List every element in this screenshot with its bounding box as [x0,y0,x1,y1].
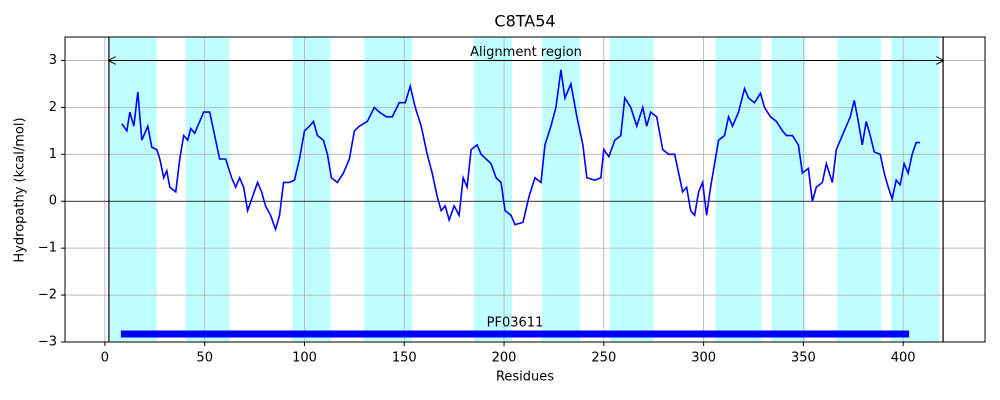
tm-region [609,37,654,342]
tm-region [541,37,580,342]
x-tick-label: 350 [791,351,816,366]
chart-title: C8TA54 [494,12,555,31]
tm-region [837,37,882,342]
x-tick-label: 50 [196,351,213,366]
x-tick-label: 300 [691,351,716,366]
tm-region [109,37,157,342]
x-tick-label: 150 [392,351,417,366]
y-tick-label: −2 [38,288,57,303]
hydropathy-line [121,69,921,233]
tm-region [185,37,230,342]
y-tick-label: 3 [49,53,57,68]
tm-region [715,37,762,342]
x-tick-label: 200 [492,351,517,366]
tm-region [771,37,806,342]
y-tick-label: 0 [49,194,57,209]
alignment-label: Alignment region [470,45,582,60]
x-tick-label: 400 [891,351,916,366]
y-axis-label: Hydropathy (kcal/mol) [13,117,28,262]
x-tick-label: 100 [292,351,317,366]
y-tick-label: 2 [49,100,57,115]
y-tick-label: −1 [38,241,57,256]
tm-region [364,37,413,342]
tm-region [891,37,940,342]
y-tick-label: 1 [49,147,57,162]
domain-label: PF03611 [487,316,544,331]
tm-region [292,37,331,342]
y-tick-label: −3 [38,335,57,350]
tm-region [474,37,513,342]
x-tick-label: 0 [101,351,109,366]
x-axis-label: Residues [496,370,554,385]
plot-frame [64,36,986,343]
x-tick-label: 250 [591,351,616,366]
